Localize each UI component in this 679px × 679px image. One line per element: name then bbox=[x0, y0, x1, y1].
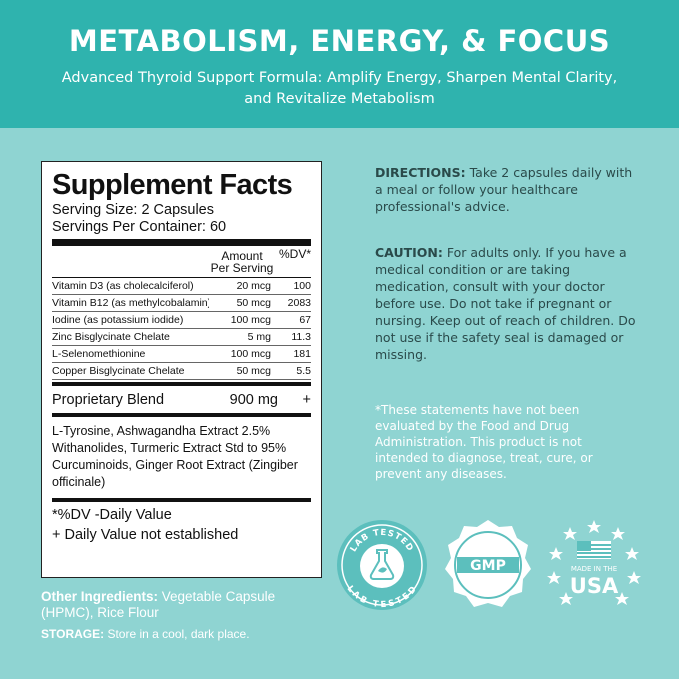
nutrient-dv: 181 bbox=[293, 348, 311, 360]
nutrient-name: Copper Bisglycinate Chelate bbox=[52, 365, 185, 377]
usa-badge-line1: MADE IN THE bbox=[571, 565, 617, 573]
facts-column-header: Amount Per Serving %DV* bbox=[52, 248, 311, 278]
storage-text: Store in a cool, dark place. bbox=[104, 627, 250, 641]
caution-block: CAUTION: For adults only. If you have a … bbox=[375, 244, 637, 363]
other-ingredients: Other Ingredients: Vegetable Capsule (HP… bbox=[41, 589, 301, 621]
supplement-facts-panel: Supplement Facts Serving Size: 2 Capsule… bbox=[41, 161, 322, 578]
bottom-divider bbox=[52, 498, 311, 502]
flag-icon bbox=[577, 541, 611, 559]
facts-row: Iodine (as potassium iodide) 100 mcg 67 bbox=[52, 312, 311, 329]
nutrient-dv: 67 bbox=[299, 314, 311, 326]
blend-amount: 900 mg bbox=[229, 392, 278, 408]
facts-row: Vitamin B12 (as methylcobalamin) 50 mcg 20… bbox=[52, 295, 311, 312]
nutrient-amount: 100 mcg bbox=[230, 348, 271, 360]
gmp-badge: GMP bbox=[445, 520, 531, 607]
nutrient-amount: 100 mcg bbox=[230, 314, 271, 326]
thick-divider bbox=[52, 239, 311, 246]
nutrient-amount: 20 mcg bbox=[236, 280, 271, 292]
other-ingredients-text: Vegetable Capsule (HPMC), Rice Flour bbox=[41, 589, 276, 620]
directions-text: Take 2 capsules daily with a meal or fol… bbox=[375, 165, 633, 214]
usa-badge-line2: USA bbox=[570, 574, 619, 598]
gmp-ribbon bbox=[457, 557, 519, 573]
other-ingredients-label: Other Ingredients: bbox=[41, 589, 159, 604]
lab-tested-badge: LAB TESTED LAB TESTED bbox=[337, 520, 427, 610]
nutrient-name: Vitamin D3 (as cholecalciferol) bbox=[52, 280, 194, 292]
stars-ring bbox=[547, 520, 641, 605]
nutrient-amount: 50 mcg bbox=[236, 365, 271, 377]
made-in-usa-badge: MADE IN THE USA bbox=[547, 520, 641, 605]
footnote-dv: *%DV -Daily Value bbox=[52, 507, 172, 523]
nutrient-dv: 100 bbox=[293, 280, 311, 292]
caution-label: CAUTION: bbox=[375, 245, 443, 260]
footnote-plus: + Daily Value not established bbox=[52, 527, 239, 543]
lab-badge-ring bbox=[341, 524, 423, 606]
facts-row: L-Selenomethionine 100 mcg 181 bbox=[52, 346, 311, 363]
flask-icon bbox=[369, 549, 395, 580]
page-subtitle: Advanced Thyroid Support Formula: Amplif… bbox=[61, 70, 618, 107]
facts-rows: Vitamin D3 (as cholecalciferol) 20 mcg 100… bbox=[52, 278, 311, 380]
facts-row: Vitamin D3 (as cholecalciferol) 20 mcg 100 bbox=[52, 278, 311, 295]
nutrient-name: Vitamin B12 (as methylcobalamin) bbox=[52, 297, 209, 309]
nutrient-name: L-Selenomethionine bbox=[52, 348, 146, 360]
nutrient-dv: 11.3 bbox=[291, 331, 311, 343]
blend-name: Proprietary Blend bbox=[52, 392, 165, 408]
header-banner: METABOLISM, ENERGY, & FOCUS Advanced Thy… bbox=[0, 0, 679, 128]
blend-description: L-Tyrosine, Ashwagandha Extract 2.5% Wit… bbox=[52, 424, 298, 489]
amount-header-line1: Amount bbox=[221, 249, 263, 263]
servings-per-container: Servings Per Container: 60 bbox=[52, 219, 227, 235]
facts-row: Zinc Bisglycinate Chelate 5 mg 11.3 bbox=[52, 329, 311, 346]
caution-text: For adults only. If you have a medical c… bbox=[375, 245, 636, 362]
amount-header: Amount Per Serving bbox=[208, 250, 276, 274]
storage-note: STORAGE: Store in a cool, dark place. bbox=[41, 627, 250, 641]
nutrient-name: Iodine (as potassium iodide) bbox=[52, 314, 184, 326]
mid-divider bbox=[52, 382, 311, 386]
nutrient-dv: 5.5 bbox=[296, 365, 311, 377]
facts-row: Copper Bisglycinate Chelate 50 mcg 5.5 bbox=[52, 363, 311, 380]
nutrient-amount: 50 mcg bbox=[236, 297, 271, 309]
directions-block: DIRECTIONS: Take 2 capsules daily with a… bbox=[375, 164, 637, 215]
dv-header: %DV* bbox=[278, 247, 311, 261]
proprietary-blend-row: Proprietary Blend 900 mg + bbox=[52, 389, 311, 411]
nutrient-name: Zinc Bisglycinate Chelate bbox=[52, 331, 170, 343]
storage-label: STORAGE: bbox=[41, 627, 105, 641]
facts-title: Supplement Facts bbox=[52, 169, 293, 201]
nutrient-amount: 5 mg bbox=[247, 331, 271, 343]
nutrient-dv: 2083 bbox=[287, 297, 311, 309]
page-title: METABOLISM, ENERGY, & FOCUS bbox=[68, 24, 611, 58]
directions-label: DIRECTIONS: bbox=[375, 165, 466, 180]
fda-disclaimer: *These statements have not been evaluate… bbox=[375, 403, 593, 481]
serving-size: Serving Size: 2 Capsules bbox=[52, 202, 214, 218]
gmp-badge-text: GMP bbox=[470, 558, 506, 574]
amount-header-line2: Per Serving bbox=[210, 261, 274, 275]
blend-dv: + bbox=[302, 392, 311, 408]
mid-divider-2 bbox=[52, 413, 311, 417]
gmp-badge-ring bbox=[454, 531, 522, 599]
leaf-icon bbox=[378, 567, 387, 573]
